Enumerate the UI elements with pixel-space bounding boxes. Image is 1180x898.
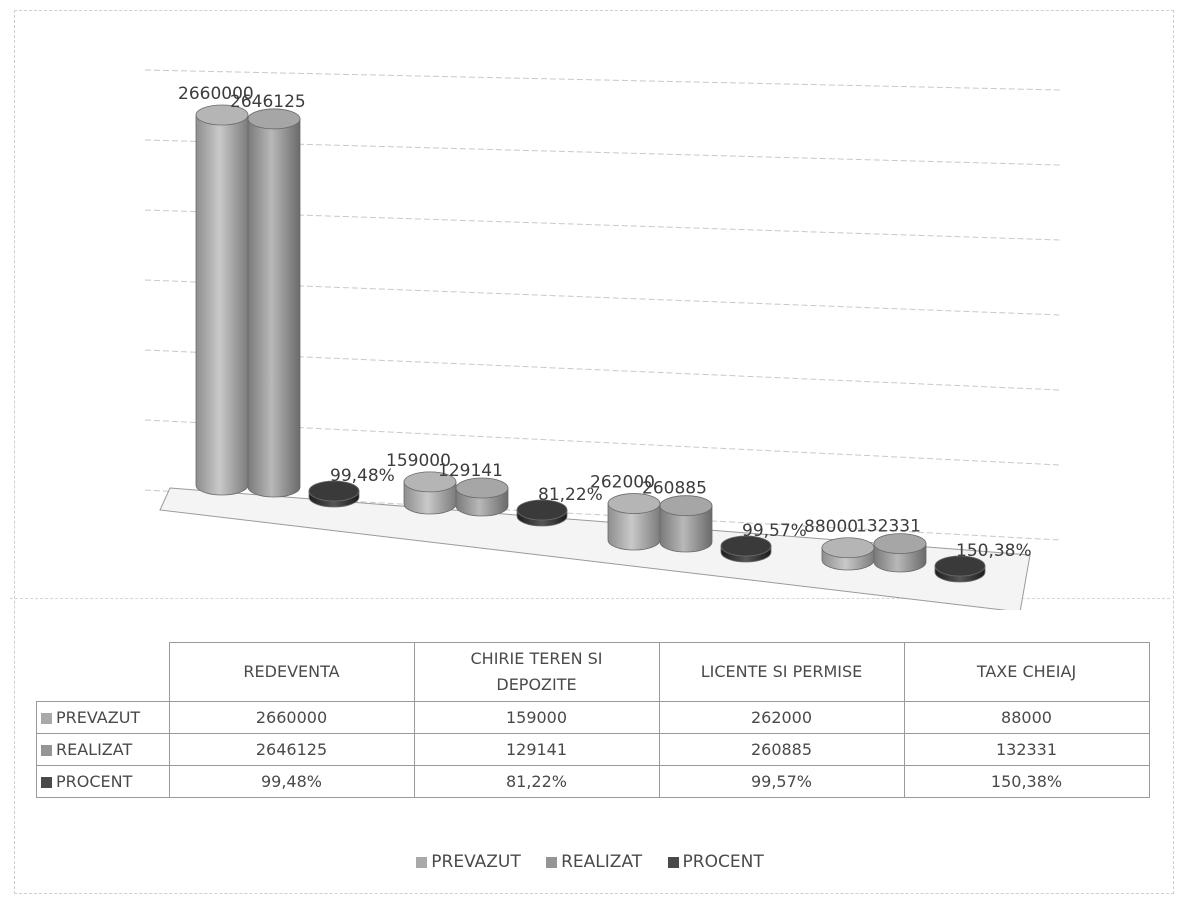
table-cell: 262000 — [658, 701, 905, 734]
bar-prevazut — [607, 493, 661, 551]
bar-prevazut — [195, 104, 249, 496]
table-cell: 88000 — [903, 701, 1150, 734]
data-table: REDEVENTA CHIRIE TEREN SI DEPOZITE LICEN… — [36, 642, 1150, 798]
data-label: 132331 — [856, 517, 921, 537]
data-label: 2646125 — [230, 92, 306, 112]
procent-swatch-icon — [667, 857, 679, 868]
legend-item-prevazut: PREVAZUT — [416, 852, 521, 872]
gridline — [144, 69, 1061, 91]
row-label: REALIZAT — [56, 740, 133, 759]
chart-plot-area: 2660000264612599,48%15900012914181,22%26… — [144, 69, 1061, 610]
table-cell: 132331 — [903, 733, 1150, 766]
data-label: 129141 — [438, 461, 503, 481]
chart-floor — [159, 487, 1031, 610]
data-label: 2660000 — [178, 84, 254, 104]
bar-top — [516, 499, 568, 521]
legend-item-realizat: REALIZAT — [546, 852, 642, 872]
realizat-swatch-icon — [546, 857, 558, 868]
row-label: PROCENT — [56, 772, 133, 791]
bar-realizat — [455, 477, 509, 517]
bar-top — [934, 555, 986, 577]
data-labels-group: 2660000264612599,48%15900012914181,22%26… — [178, 84, 1032, 561]
realizat-swatch-icon — [41, 745, 52, 756]
bar-top — [195, 104, 249, 126]
bar-body — [195, 114, 249, 496]
table-row: PREVAZUT 2660000 159000 262000 88000 — [36, 701, 1150, 734]
table-row: PROCENT 99,48% 81,22% 99,57% 150,38% — [36, 765, 1150, 798]
bar-procent — [720, 535, 772, 563]
section-divider — [10, 598, 1170, 599]
bars-group — [195, 104, 986, 583]
table-header-cell: CHIRIE TEREN SI DEPOZITE — [413, 642, 660, 702]
legend-item-procent: PROCENT — [667, 852, 764, 872]
bar-realizat — [247, 108, 301, 498]
bar-body — [607, 503, 661, 551]
bar-top — [821, 537, 875, 559]
bar-top — [659, 495, 713, 517]
procent-swatch-icon — [41, 777, 52, 788]
bar-top — [720, 535, 772, 557]
bar-realizat — [873, 533, 927, 573]
table-header-cell: TAXE CHEIAJ — [903, 642, 1150, 702]
bar-top — [403, 471, 457, 493]
table-cell: 99,57% — [658, 765, 905, 798]
legend-label: PREVAZUT — [431, 852, 521, 872]
bar-top — [247, 108, 301, 130]
table-cell: 129141 — [413, 733, 660, 766]
data-label: 159000 — [386, 451, 451, 471]
data-label: 150,38% — [956, 541, 1032, 561]
bar-procent — [308, 480, 360, 508]
table-header-row: REDEVENTA CHIRIE TEREN SI DEPOZITE LICEN… — [36, 642, 1150, 702]
data-label: 88000 — [804, 517, 858, 537]
chart-frame — [14, 10, 1174, 894]
bar-top — [308, 480, 360, 502]
bar-top — [455, 477, 509, 499]
table-header-cell: LICENTE SI PERMISE — [658, 642, 905, 702]
table-cell: 260885 — [658, 733, 905, 766]
chart-legend: PREVAZUT REALIZAT PROCENT — [0, 852, 1180, 872]
table-cell: 81,22% — [413, 765, 660, 798]
table-cell: 159000 — [413, 701, 660, 734]
prevazut-swatch-icon — [41, 713, 52, 724]
row-label: PREVAZUT — [56, 708, 141, 727]
row-header: PROCENT — [36, 765, 170, 798]
bar-procent — [516, 499, 568, 527]
bar-prevazut — [403, 471, 457, 515]
prevazut-swatch-icon — [416, 857, 428, 868]
table-header-text: CHIRIE TEREN SI DEPOZITE — [470, 649, 603, 694]
bar-body — [247, 118, 301, 498]
row-header: PREVAZUT — [36, 701, 170, 734]
bar-top — [873, 533, 927, 554]
table-header-cell: REDEVENTA — [168, 642, 415, 702]
legend-label: PROCENT — [682, 852, 764, 872]
bar-top — [607, 493, 661, 514]
data-label: 262000 — [590, 473, 655, 493]
table-cell: 99,48% — [168, 765, 415, 798]
data-label: 99,57% — [742, 521, 807, 541]
data-label: 99,48% — [330, 466, 395, 486]
table-corner — [36, 642, 170, 702]
row-header: REALIZAT — [36, 733, 170, 766]
table-row: REALIZAT 2646125 129141 260885 132331 — [36, 733, 1150, 766]
bar-body — [659, 505, 713, 553]
table-cell: 150,38% — [903, 765, 1150, 798]
bar-procent — [934, 555, 986, 583]
bar-prevazut — [821, 537, 875, 571]
legend-label: REALIZAT — [561, 852, 643, 872]
data-label: 81,22% — [538, 485, 603, 505]
bar-realizat — [659, 495, 713, 553]
data-label: 260885 — [642, 479, 707, 499]
table-cell: 2646125 — [168, 733, 415, 766]
table-cell: 2660000 — [168, 701, 415, 734]
